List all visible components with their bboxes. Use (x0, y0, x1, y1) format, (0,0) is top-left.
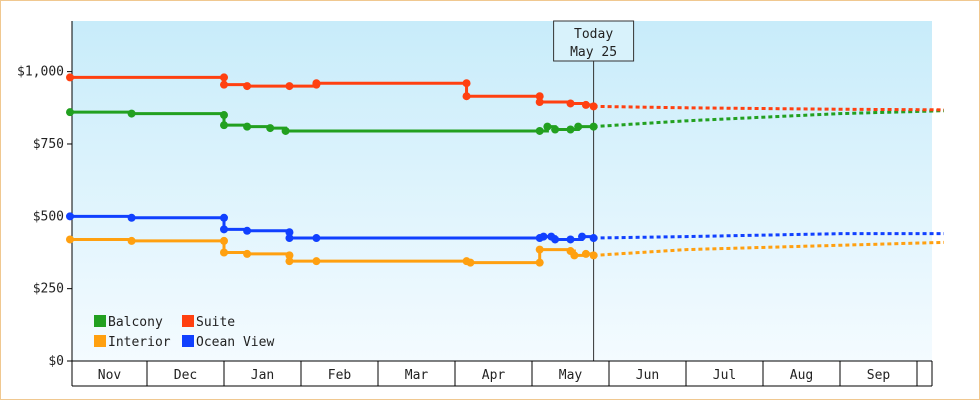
data-point-suite (220, 80, 228, 89)
data-point-ocean-view (285, 228, 294, 237)
data-point-balcony (543, 122, 552, 131)
data-point-balcony (551, 125, 560, 134)
x-tick-label: Nov (98, 368, 122, 383)
legend-swatch-suite (182, 315, 194, 327)
today-label-box (553, 20, 635, 62)
data-point-interior (589, 251, 598, 260)
x-tick-label: Aug (790, 368, 813, 383)
data-point-ocean-view (66, 212, 74, 221)
data-point-suite (581, 100, 590, 109)
data-point-balcony (127, 109, 136, 118)
data-point-balcony (243, 122, 252, 131)
data-point-interior (570, 251, 579, 260)
data-point-suite (220, 73, 228, 82)
legend-label-ocean-view: Ocean View (196, 335, 274, 350)
data-point-suite (462, 79, 471, 88)
x-tick-label: Mar (405, 368, 429, 383)
today-date: May 25 (570, 45, 617, 60)
data-point-balcony (566, 125, 575, 134)
data-point-interior (285, 251, 294, 260)
data-point-ocean-view (566, 235, 575, 244)
y-tick-label: $0 (48, 354, 64, 369)
data-point-ocean-view (312, 234, 321, 243)
x-tick-label: Feb (328, 368, 352, 383)
data-point-balcony (66, 108, 74, 117)
x-tick-label: Sep (867, 368, 891, 383)
data-point-interior (66, 235, 74, 244)
x-tick-label: Apr (482, 368, 506, 383)
data-point-balcony (266, 124, 275, 133)
series-forecast-suite (593, 104, 944, 112)
x-tick-label: Dec (174, 368, 197, 383)
series-forecast-interior (593, 240, 944, 257)
data-point-balcony (535, 126, 544, 135)
data-point-suite (243, 82, 252, 91)
data-point-ocean-view (539, 232, 548, 241)
x-tick-label: Jan (251, 368, 274, 383)
data-point-suite (285, 82, 294, 91)
data-point-interior (220, 236, 228, 245)
data-point-interior (581, 249, 590, 258)
data-point-balcony (220, 121, 228, 130)
legend-label-suite: Suite (196, 315, 235, 330)
data-point-ocean-view (127, 213, 136, 222)
data-point-interior (285, 257, 294, 266)
data-point-balcony (589, 122, 598, 131)
data-point-ocean-view (220, 225, 228, 234)
data-point-suite (66, 73, 74, 82)
plot-area (72, 21, 932, 361)
x-tick-label: Jul (713, 368, 736, 383)
legend-label-balcony: Balcony (108, 315, 163, 330)
legend-swatch-balcony (94, 315, 106, 327)
data-point-interior (312, 257, 321, 266)
legend-label-interior: Interior (108, 335, 171, 350)
y-tick-label: $1,000 (17, 65, 64, 80)
data-point-ocean-view (243, 226, 252, 235)
legend-swatch-interior (94, 335, 106, 347)
y-tick-label: $250 (33, 282, 64, 297)
data-point-ocean-view (285, 234, 294, 243)
data-point-suite (535, 98, 544, 107)
data-point-ocean-view (589, 234, 598, 243)
data-point-suite (312, 79, 321, 88)
y-tick-label: $500 (33, 209, 64, 224)
data-point-interior (466, 258, 475, 267)
data-point-balcony (574, 122, 583, 131)
data-point-interior (243, 249, 252, 258)
x-tick-label: Jun (636, 368, 659, 383)
series-line-ocean-view (70, 214, 596, 241)
x-tick-label: May (559, 368, 583, 383)
data-point-interior (535, 258, 544, 267)
data-point-ocean-view (220, 213, 228, 222)
y-tick-label: $750 (33, 137, 64, 152)
data-point-suite (462, 92, 471, 101)
data-point-balcony (220, 111, 228, 120)
legend-swatch-ocean-view (182, 335, 194, 347)
data-point-suite (566, 99, 575, 108)
today-label: Today (574, 27, 613, 42)
data-point-interior (127, 236, 136, 245)
data-point-suite (589, 102, 598, 111)
data-point-ocean-view (578, 232, 587, 241)
data-point-interior (220, 248, 228, 257)
data-point-interior (535, 245, 544, 254)
data-point-suite (535, 92, 544, 101)
series-forecast-ocean-view (593, 232, 944, 240)
data-point-balcony (281, 126, 290, 135)
data-point-ocean-view (551, 235, 560, 244)
series-forecast-balcony (593, 109, 944, 129)
